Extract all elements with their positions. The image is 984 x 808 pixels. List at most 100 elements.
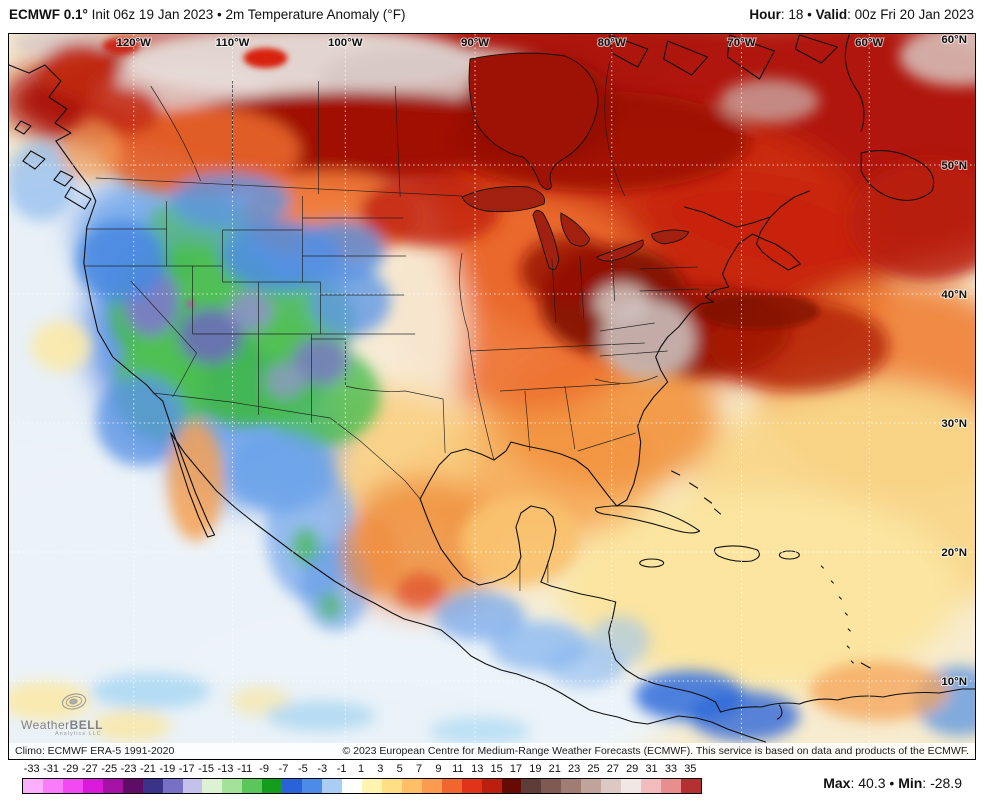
colorbar-tick: -27: [81, 763, 98, 775]
lon-label: 70°W: [727, 37, 755, 49]
colorbar-cell: [421, 779, 442, 793]
colorbar-tick: -33: [23, 763, 40, 775]
colorbar-cell: [162, 779, 183, 793]
lon-label: 100°W: [328, 37, 363, 49]
colorbar-cell: [641, 779, 661, 793]
colorbar-cell: [222, 779, 243, 793]
weatherbell-swirl-icon: [61, 693, 87, 710]
colorbar-tick: 23: [567, 763, 581, 775]
colorbar-cell: [322, 779, 342, 793]
colorbar-cell: [441, 779, 462, 793]
colorbar-cell: [541, 779, 562, 793]
lat-label: 10°N: [941, 676, 967, 688]
colorbar-tick: -23: [120, 763, 137, 775]
max-label: Max: [823, 775, 851, 791]
state-borders: [83, 60, 700, 591]
lon-label: 90°W: [461, 37, 489, 49]
lat-label: 60°N: [941, 34, 967, 46]
colorbar-cell: [262, 779, 283, 793]
lon-label: 80°W: [598, 37, 626, 49]
colorbar-tick: -3: [317, 763, 328, 775]
logo-word-weather: Weather: [21, 718, 70, 732]
title-model: ECMWF 0.1°: [9, 7, 88, 22]
lat-label: 20°N: [941, 547, 967, 559]
colorbar-tick: -21: [139, 763, 156, 775]
colorbar-cells: [22, 778, 702, 794]
colorbar-tick: -15: [198, 763, 214, 775]
colorbar-cell: [102, 779, 123, 793]
colorbar-cell: [381, 779, 402, 793]
colorbar-tick: 13: [471, 763, 484, 775]
coastlines: [9, 34, 975, 743]
colorbar-cell: [182, 779, 203, 793]
colorbar-cell: [142, 779, 163, 793]
colorbar-tick: 35: [684, 763, 697, 775]
header-bar: ECMWF 0.1° Init 06z 19 Jan 2023 • 2m Tem…: [0, 0, 984, 33]
colorbar-cell: [481, 779, 502, 793]
colorbar-tick: 29: [626, 763, 639, 775]
colorbar-tick: -29: [62, 763, 79, 775]
colorbar-tick: 9: [435, 763, 442, 775]
colorbar-cell: [621, 779, 642, 793]
colorbar-tick: -5: [297, 763, 308, 775]
colorbar-tick: 15: [490, 763, 503, 775]
lon-label: 60°W: [855, 37, 883, 49]
colorbar-tick: 33: [664, 763, 678, 775]
weatherbell-sub: Analytics LLC: [55, 731, 102, 737]
hour-label: Hour: [749, 7, 781, 22]
colorbar-tick: 25: [587, 763, 600, 775]
forecast-time: Hour: 18 • Valid: 00z Fri 20 Jan 2023: [749, 7, 974, 22]
colorbar-tick: 7: [416, 763, 423, 775]
colorbar-tick: -25: [101, 763, 118, 775]
graticule-labels: 120°W 110°W 100°W 90°W 80°W 70°W 60°W 60…: [115, 34, 968, 689]
colorbar-cell: [461, 779, 482, 793]
colorbar-zone: -33 -31 -29 -27 -25 -23 -21 -19 -17 -15 -13 -11 -9 -7…: [0, 760, 984, 808]
colorbar-cell: [62, 779, 83, 793]
colorbar-cell: [282, 779, 303, 793]
max-min-readout: Max: 40.3 • Min: -28.9: [823, 775, 962, 791]
colorbar-tick: 3: [377, 763, 384, 775]
colorbar-cell: [122, 779, 143, 793]
min-value: : -28.9: [922, 775, 962, 791]
lat-label: 50°N: [941, 160, 967, 172]
title-detail: Init 06z 19 Jan 2023 • 2m Temperature An…: [87, 7, 406, 22]
colorbar-tick: 5: [396, 763, 403, 775]
colorbar-ticks: -33 -31 -29 -27 -25 -23 -21 -19 -17 -15 -13 -11 -9 -7…: [22, 763, 700, 776]
colorbar-cell: [661, 779, 681, 793]
colorbar-tick: -13: [217, 763, 234, 775]
weatherbell-logo: WeatherBELL Analytics LLC: [21, 693, 131, 737]
colorbar-cell: [302, 779, 323, 793]
colorbar-cell: [82, 779, 103, 793]
temperature-anomaly-field: 120°W 110°W 100°W 90°W 80°W 70°W 60°W 60…: [9, 34, 975, 759]
colorbar-cell: [581, 779, 602, 793]
colorbar-cell: [561, 779, 582, 793]
valid-label: Valid: [815, 7, 848, 22]
colorbar-tick: -7: [278, 763, 289, 775]
colorbar-cell: [680, 779, 701, 793]
climo-text: Climo: ECMWF ERA-5 1991-2020: [15, 745, 175, 757]
colorbar-cell: [23, 779, 43, 793]
colorbar-tick: -11: [237, 763, 253, 775]
lon-label: 120°W: [116, 37, 151, 49]
colorbar-tick: 17: [509, 763, 523, 775]
colorbar-tick: 31: [645, 763, 658, 775]
colorbar-tick: -31: [43, 763, 59, 775]
colorbar-cell: [401, 779, 422, 793]
colorbar-tick: -17: [178, 763, 195, 775]
colorbar-cell: [601, 779, 622, 793]
colorbar-cell: [242, 779, 263, 793]
colorbar-tick: -1: [336, 763, 347, 775]
colorbar-tick: 21: [548, 763, 561, 775]
attribution-strip: Climo: ECMWF ERA-5 1991-2020 © 2023 Euro…: [9, 743, 975, 759]
map-canvas: 120°W 110°W 100°W 90°W 80°W 70°W 60°W 60…: [8, 33, 976, 760]
colorbar-cell: [342, 779, 362, 793]
colorbar-tick: -19: [159, 763, 176, 775]
min-label: Min: [898, 775, 923, 791]
colorbar-tick: 27: [606, 763, 619, 775]
hour-value: : 18 •: [780, 7, 816, 22]
colorbar-tick: 1: [357, 763, 365, 775]
max-value: : 40.3 •: [850, 775, 899, 791]
colorbar-cell: [42, 779, 63, 793]
lakes: [461, 52, 690, 271]
